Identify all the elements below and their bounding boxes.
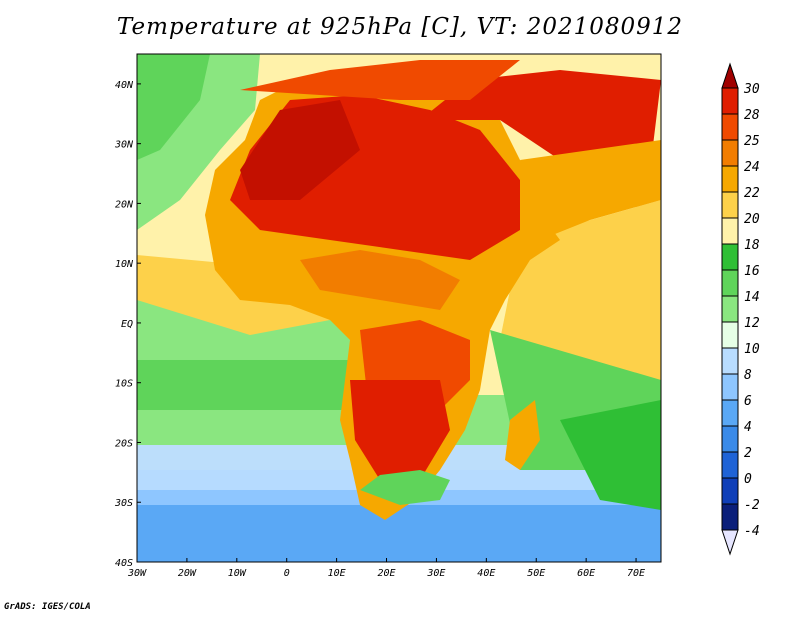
colorbar-box (721, 477, 739, 505)
colorbar-box (721, 451, 739, 479)
colorbar-top-arrow (721, 62, 739, 89)
colorbar-box (721, 113, 739, 141)
plot-frame (136, 53, 662, 563)
colorbar-label: -4 (744, 524, 760, 539)
x-tick-label: 0 (284, 568, 290, 579)
colorbar-box (721, 191, 739, 219)
colorbar-label: 12 (744, 316, 760, 331)
colorbar-label: 20 (744, 212, 760, 227)
colorbar-box (721, 425, 739, 453)
temperature-field (137, 54, 661, 562)
colorbar-box (721, 269, 739, 297)
x-tick-label: 50E (527, 568, 545, 579)
colorbar-label: 6 (744, 394, 752, 409)
y-tick-label: 20S (115, 438, 133, 449)
x-tick-label: 20W (178, 568, 197, 579)
colorbar-box (721, 295, 739, 323)
colorbar-box (721, 373, 739, 401)
y-tick-label: 10S (115, 379, 133, 390)
colorbar-label: 8 (744, 368, 752, 383)
colorbar-box (721, 243, 739, 271)
y-axis: 40S 30S 20S 10S EQ 10N 20N 30N 40N (114, 80, 141, 569)
colorbar-label: 10 (744, 342, 760, 357)
y-tick-label: 40S (115, 558, 133, 569)
x-tick-label: 40E (477, 568, 495, 579)
colorbar-box (721, 347, 739, 375)
x-tick-label: 30W (127, 568, 147, 579)
colorbar-label: 28 (744, 108, 760, 123)
colorbar-box (721, 399, 739, 427)
colorbar-label: 2 (744, 446, 752, 461)
colorbar-box (721, 139, 739, 167)
x-axis: 30W 20W 10W 0 10E 20E 30E 40E 50E 60E 70E (127, 558, 645, 579)
x-tick-label: 10W (228, 568, 247, 579)
colorbar-label: -2 (744, 498, 760, 513)
y-tick-label: 10N (115, 259, 134, 270)
colorbar-label: 22 (744, 186, 760, 201)
x-tick-label: 20E (377, 568, 395, 579)
y-tick-label: 30N (114, 140, 134, 151)
colorbar-label: 18 (744, 238, 760, 253)
y-tick-label: 40N (115, 80, 134, 91)
colorbar-label: 0 (744, 472, 752, 487)
x-tick-label: 60E (577, 568, 595, 579)
colorbar-box (721, 321, 739, 349)
y-tick-label: 30S (114, 498, 133, 509)
x-tick-label: 70E (627, 568, 645, 579)
colorbar-label: 25 (744, 134, 760, 149)
colorbar-label: 16 (744, 264, 760, 279)
map-title: Temperature at 925hPa [C], VT: 202108091… (116, 14, 684, 40)
colorbar-label: 30 (743, 82, 760, 97)
x-tick-label: 30E (426, 568, 445, 579)
colorbar-box (721, 503, 739, 531)
colorbar-label: 4 (744, 420, 752, 435)
credit-label: GrADS: IGES/COLA (4, 602, 91, 612)
colorbar-label: 14 (744, 290, 760, 305)
colorbar-box (721, 87, 739, 115)
y-tick-label: 20N (115, 199, 134, 210)
y-tick-label: EQ (121, 319, 133, 330)
colorbar-bottom-arrow (721, 529, 739, 556)
colorbar-label: 24 (744, 160, 760, 175)
x-tick-label: 10E (328, 568, 346, 579)
colorbar-box (721, 165, 739, 193)
colorbar-box (721, 217, 739, 245)
